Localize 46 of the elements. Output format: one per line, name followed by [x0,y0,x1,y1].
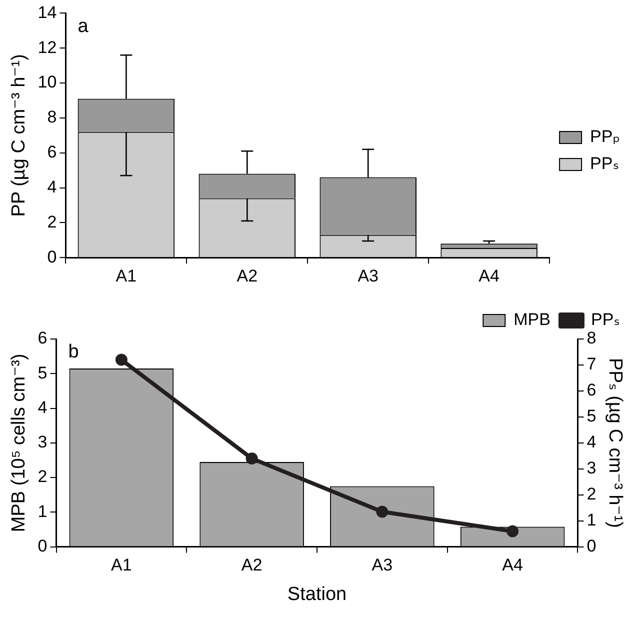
y2-tick-label: 5 [586,406,596,426]
y-tick-label: 3 [38,432,48,452]
legend-label: PPₛ [590,310,620,330]
y-axis-title: PP (µg C cm⁻³ h⁻¹) [8,54,30,217]
x-tick-label: A2 [236,266,258,286]
y-tick-label: 4 [47,177,57,196]
point [115,354,128,366]
x-axis-title: Station [287,584,347,605]
y-tick-label: 5 [38,363,48,382]
y2-tick-label: 8 [586,328,596,348]
point [376,506,388,518]
y2-tick-label: 4 [586,432,596,452]
y2-tick-label: 3 [586,458,596,478]
y-tick-label: 6 [38,328,48,348]
x-tick-label: A4 [478,266,500,286]
y-tick-label: 4 [38,398,48,417]
y2-tick-label: 7 [586,354,596,374]
y-tick-label: 1 [38,502,48,521]
legend-label: MPB [514,310,550,330]
y-tick-label: 2 [47,212,57,232]
y-tick-label: 10 [38,72,57,92]
legend-label: PPₛ [590,154,620,174]
y-tick-label: 0 [38,536,48,556]
y-tick-label: 0 [47,247,57,266]
y-tick-label: 8 [47,108,57,127]
annotation: a [78,16,89,37]
y-tick-label: 14 [38,2,57,22]
x-tick-label: A1 [111,556,132,575]
annotation: b [68,342,79,363]
point [246,452,258,464]
legend-label: PPₚ [590,127,620,146]
x-tick-label: A1 [116,266,137,286]
y2-axis-title: PPₛ (µg C cm⁻³ h⁻¹) [604,358,626,528]
y-tick-label: 6 [47,142,57,162]
y2-tick-label: 2 [586,484,596,504]
y-axis-title: MPB (10⁵ cells cm⁻³) [8,354,30,532]
y2-tick-label: 6 [586,380,596,400]
x-tick-label: A3 [372,556,393,575]
y2-tick-label: 1 [586,510,596,530]
x-tick-label: A3 [358,266,379,286]
y-tick-label: 12 [38,38,57,57]
x-tick-label: A2 [241,556,262,575]
y-tick-label: 2 [38,467,48,486]
y2-tick-label: 0 [586,536,596,556]
x-tick-label: A4 [502,556,523,575]
point [506,525,519,538]
